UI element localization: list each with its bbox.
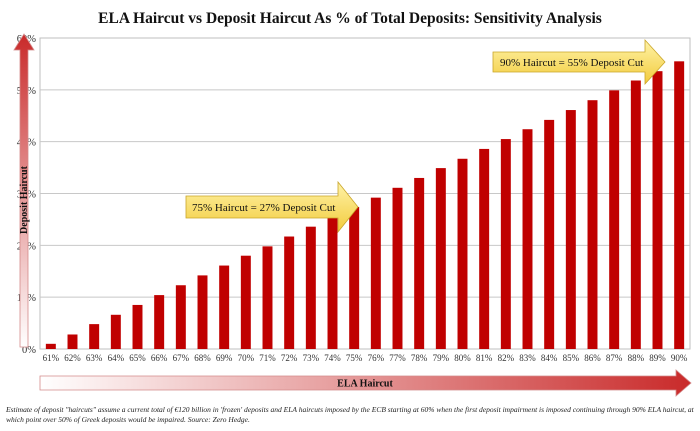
x-tick-label: 78% [411,353,428,363]
x-axis-title: ELA Haircut [337,379,393,390]
x-tick-label: 71% [259,353,276,363]
bar [197,275,208,349]
bar [392,187,403,349]
x-tick-label: 87% [606,353,623,363]
y-axis-arrow: Deposit Haircut [13,33,35,348]
x-tick-label: 67% [173,353,190,363]
x-tick-label: 75% [346,353,363,363]
bar [175,285,186,349]
bar [89,324,100,349]
x-tick-label: 72% [281,353,298,363]
x-tick-label: 69% [216,353,233,363]
bar [435,168,446,349]
bar [262,246,273,349]
x-tick-label: 76% [368,353,385,363]
x-axis-arrow: ELA Haircut [39,369,692,397]
bar [370,197,381,349]
x-axis-ticks: 61% 62% 63% 64% 65% 66% 67% 68% 69% 70% 71% 72% 73% 7… [43,353,688,363]
x-tick-label: 88% [628,353,645,363]
callout-90: 90% Haircut = 55% Deposit Cut [492,38,666,86]
callout-90-text: 90% Haircut = 55% Deposit Cut [500,57,643,69]
x-tick-label: 65% [129,353,146,363]
x-tick-label: 77% [389,353,406,363]
x-tick-label: 64% [108,353,125,363]
bar [349,206,360,349]
y-tick-label: 0% [22,345,36,356]
x-tick-label: 84% [541,353,558,363]
callout-75-text: 75% Haircut = 27% Deposit Cut [192,202,335,214]
bar [522,129,533,349]
bar [609,90,620,349]
x-tick-label: 83% [519,353,536,363]
bar [219,265,230,349]
bar [652,71,663,349]
x-tick-label: 74% [324,353,341,363]
x-tick-label: 79% [433,353,450,363]
x-tick-label: 81% [476,353,493,363]
bar [544,119,555,349]
bar [110,314,121,349]
x-tick-label: 86% [584,353,601,363]
bar [457,158,468,349]
x-tick-label: 62% [64,353,81,363]
bar [674,61,685,349]
bar [284,236,295,349]
x-tick-label: 80% [454,353,471,363]
x-tick-label: 63% [86,353,103,363]
bar [305,226,316,349]
bar [565,110,576,349]
bar [67,334,78,349]
chart-title: ELA Haircut vs Deposit Haircut As % of T… [98,10,602,27]
bar [327,216,338,349]
bar [587,100,598,349]
x-tick-label: 68% [194,353,211,363]
x-tick-label: 90% [671,353,688,363]
footnote: Estimate of deposit "haircuts" assume a … [6,405,694,424]
bar [630,80,641,350]
y-axis-title: Deposit Haircut [19,165,30,234]
gridlines [40,89,690,298]
bar [500,139,511,349]
bar [240,255,251,349]
bar [154,295,165,349]
x-tick-label: 70% [238,353,255,363]
bars [45,61,685,350]
bar [132,304,143,349]
x-tick-label: 82% [498,353,515,363]
x-tick-label: 73% [303,353,320,363]
x-tick-label: 61% [43,353,60,363]
x-tick-label: 85% [563,353,580,363]
x-tick-label: 66% [151,353,168,363]
bar [414,177,425,349]
callout-75: 75% Haircut = 27% Deposit Cut [185,180,359,234]
bar [45,343,56,349]
bar [479,148,490,349]
x-tick-label: 89% [649,353,666,363]
